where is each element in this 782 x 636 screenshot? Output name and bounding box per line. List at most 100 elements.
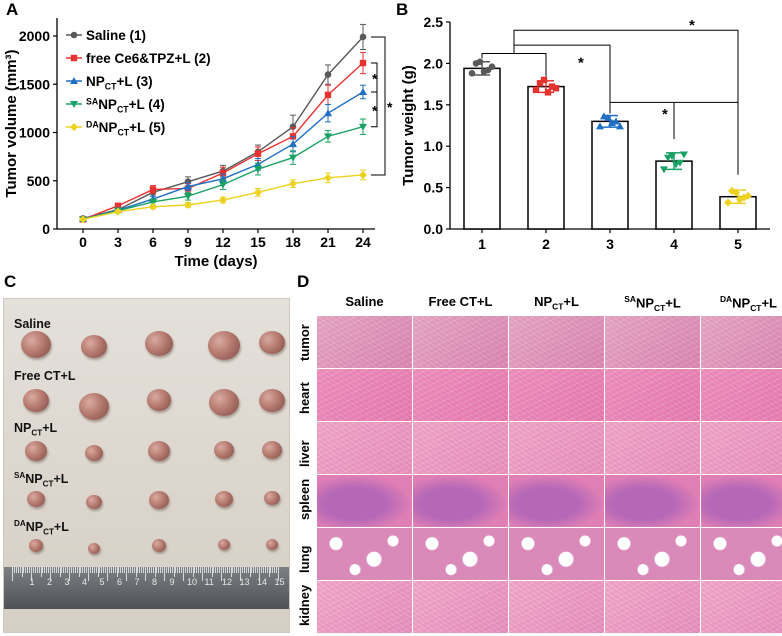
ruler-number: 15	[274, 577, 285, 587]
tumor-specimen	[152, 539, 166, 552]
data-point	[468, 70, 476, 77]
data-point	[724, 198, 732, 207]
panel-label-c: C	[4, 272, 17, 291]
photo-row-label: DANPCT+L	[14, 519, 69, 537]
histology-tile	[605, 475, 700, 527]
tumor-specimen	[259, 389, 285, 413]
data-point	[254, 166, 262, 174]
tumor-specimen	[85, 445, 103, 462]
histology-row-label: kidney	[297, 584, 312, 626]
data-point	[744, 191, 752, 200]
data-point	[114, 202, 122, 210]
tumor-specimen	[86, 495, 102, 510]
data-point	[359, 123, 367, 131]
data-point	[289, 123, 297, 131]
histology-tile	[317, 369, 412, 421]
histology-tile	[317, 422, 412, 474]
data-point	[548, 83, 556, 90]
data-point	[660, 166, 668, 174]
histology-tile	[701, 316, 782, 368]
ruler-number: 6	[117, 577, 123, 587]
x-tick-label: 0	[79, 234, 87, 250]
y-tick-label: 1000	[19, 125, 50, 141]
data-point	[604, 114, 612, 122]
data-point	[732, 188, 740, 197]
histology-grid: Saline Free CT+L NPCT+L SANPCT+L DANPCT+L tum…	[295, 294, 782, 636]
y-axis-label: Tumor weight (g)	[400, 65, 417, 186]
data-point	[289, 140, 297, 148]
tumor-specimen	[208, 331, 240, 360]
histology-tile	[317, 475, 412, 527]
y-tick-label: 2.0	[424, 55, 444, 71]
data-point	[359, 87, 367, 95]
histology-tile	[509, 581, 604, 633]
x-tick-label: 15	[250, 234, 266, 250]
x-tick-label: 5	[734, 236, 742, 252]
legend-label: DANPCT+L (5)	[86, 119, 165, 137]
significance-bracket	[481, 52, 547, 77]
ruler-number: 11	[204, 577, 214, 587]
panel-label-b: B	[396, 0, 409, 19]
bar	[463, 67, 501, 230]
ruler-number: 5	[99, 577, 105, 587]
data-point	[359, 59, 367, 67]
legend-label: Saline (1)	[86, 28, 146, 43]
legend-marker	[70, 31, 78, 39]
data-point	[608, 119, 616, 127]
histology-tile	[701, 369, 782, 421]
histology-column-header: SANPCT+L	[624, 294, 681, 313]
histology-tile	[413, 422, 508, 474]
data-point	[149, 186, 157, 193]
ruler-number: 2	[47, 577, 53, 587]
histology-tile	[413, 369, 508, 421]
data-point	[544, 89, 552, 96]
y-tick-label: 0.5	[424, 180, 444, 196]
tumor-specimen	[215, 491, 233, 508]
data-point	[324, 71, 332, 78]
legend-marker	[70, 54, 78, 62]
tumor-specimen	[81, 335, 107, 359]
histology-tile	[413, 475, 508, 527]
data-point	[289, 179, 297, 188]
y-tick-label: 0	[42, 221, 50, 237]
data-point	[324, 91, 332, 99]
photo-row-label: NPCT+L	[14, 421, 58, 438]
legend-marker	[70, 123, 78, 131]
histology-column-header: NPCT+L	[534, 294, 579, 312]
histology-row-label: tumor	[297, 323, 312, 361]
data-point	[324, 133, 332, 141]
data-point	[532, 86, 540, 94]
tumor-specimen	[145, 331, 173, 357]
ruler-number: 12	[222, 577, 233, 587]
ruler-number: 7	[134, 577, 140, 587]
x-tick-label: 24	[355, 234, 371, 250]
ruler: 1 2 3 4 5 6 7 8 9 10 11 12 13 14 15	[4, 567, 289, 609]
tumor-specimen	[214, 441, 234, 459]
ruler-number: 3	[64, 577, 70, 587]
histology-tile	[605, 528, 700, 580]
data-point	[219, 181, 227, 189]
data-point	[184, 200, 192, 209]
photo-row-label: Saline	[14, 317, 51, 331]
histology-column-header: Free CT+L	[428, 294, 493, 309]
x-tick-label: 6	[149, 234, 157, 250]
tumor-specimen	[259, 331, 285, 355]
histology-tile	[701, 581, 782, 633]
data-point	[324, 109, 332, 117]
photo-row-label: SANPCT+L	[14, 471, 69, 489]
histology-row-label: spleen	[297, 478, 312, 520]
tumor-specimen	[264, 491, 280, 506]
significance-bracket	[371, 91, 378, 128]
histology-tile	[413, 581, 508, 633]
histology-column-header: Saline	[345, 294, 384, 309]
data-point	[612, 117, 620, 125]
x-tick-label: 1	[478, 236, 486, 252]
data-point	[184, 182, 192, 190]
data-point	[359, 170, 367, 179]
tumor-specimen	[149, 491, 169, 509]
tumor-photo: Saline Free CT+L NPCT+L SANPCT+L DANPCT+L 1 2 3…	[3, 298, 290, 633]
panel-label-a: A	[6, 0, 19, 19]
histology-tile	[701, 528, 782, 580]
data-point	[114, 207, 122, 216]
data-point	[472, 60, 480, 67]
